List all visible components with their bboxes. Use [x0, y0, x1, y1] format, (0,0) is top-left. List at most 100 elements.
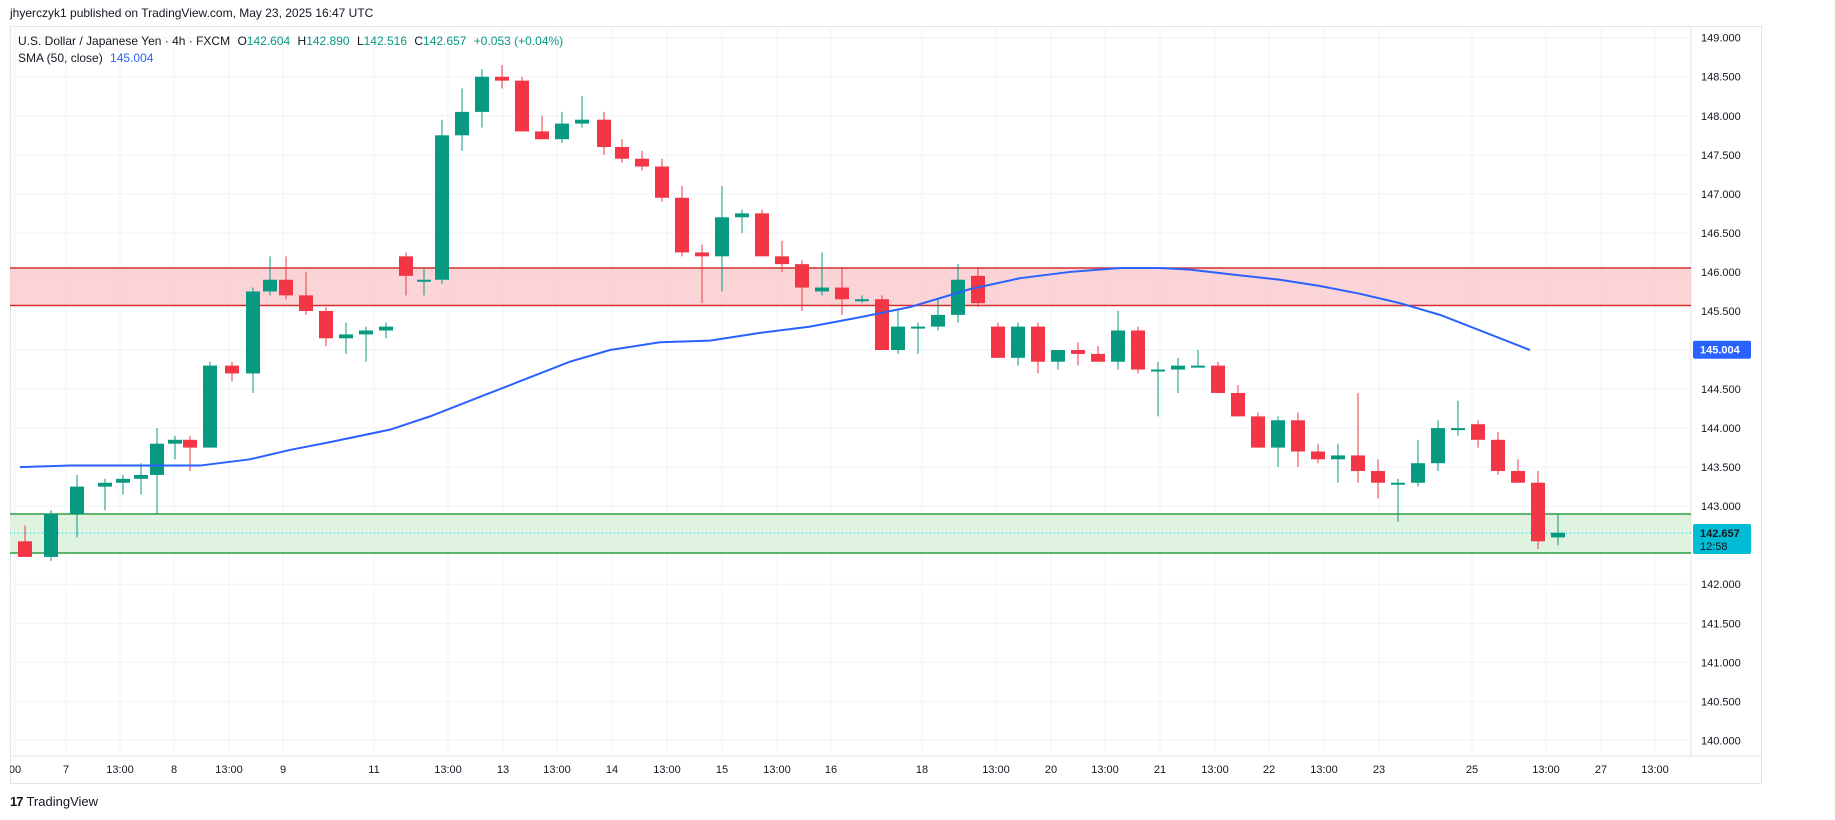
candle-body[interactable] — [246, 291, 260, 374]
candle-body[interactable] — [44, 513, 58, 557]
candle-body[interactable] — [150, 443, 164, 475]
candle-body[interactable] — [379, 326, 393, 331]
candle-body[interactable] — [815, 287, 829, 292]
y-tick-label: 146.500 — [1701, 228, 1741, 240]
candle-body[interactable] — [1131, 330, 1145, 370]
candle-body[interactable] — [475, 76, 489, 112]
candle-body[interactable] — [1471, 424, 1485, 440]
candle-body[interactable] — [417, 279, 431, 282]
candle-body[interactable] — [911, 326, 925, 329]
chart-area[interactable]: 149.000 148.500 148.000 147.500 147.000 146.5… — [9, 26, 1762, 784]
candle-body[interactable] — [98, 482, 112, 487]
candle-body[interactable] — [971, 275, 985, 304]
candle-body[interactable] — [695, 252, 709, 257]
candle-body[interactable] — [279, 279, 293, 296]
candle-body[interactable] — [1051, 350, 1065, 362]
candle-body[interactable] — [675, 197, 689, 253]
candle-body[interactable] — [875, 299, 889, 351]
candle-body[interactable] — [575, 119, 589, 124]
candle-body[interactable] — [891, 326, 905, 351]
candle-body[interactable] — [1371, 471, 1385, 483]
candle-body[interactable] — [435, 135, 449, 280]
candle-body[interactable] — [755, 213, 769, 257]
candle-body[interactable] — [1271, 420, 1285, 448]
candle-body[interactable] — [1511, 471, 1525, 483]
candle-body[interactable] — [1171, 365, 1185, 370]
candle-body[interactable] — [795, 264, 809, 288]
x-tick-label: 11 — [368, 764, 379, 776]
candle-body[interactable] — [1351, 455, 1365, 472]
x-tick-label: 13:00 — [1310, 764, 1338, 776]
candle-body[interactable] — [455, 111, 469, 136]
x-tick-label: 18 — [916, 764, 928, 776]
candle-body[interactable] — [1391, 482, 1405, 485]
candle-body[interactable] — [1411, 463, 1425, 483]
candle-body[interactable] — [263, 279, 277, 292]
candle-body[interactable] — [635, 158, 649, 167]
sma-legend: SMA (50, close) 145.004 — [18, 51, 153, 65]
tradingview-brand[interactable]: 17 TradingView — [10, 794, 98, 809]
candle-body[interactable] — [70, 486, 84, 514]
candle-body[interactable] — [715, 217, 729, 257]
candle-body[interactable] — [855, 299, 869, 302]
candle-body[interactable] — [1231, 392, 1245, 417]
candle-body[interactable] — [1491, 439, 1505, 472]
x-tick-label: 13:00 — [763, 764, 791, 776]
candle-body[interactable] — [655, 166, 669, 198]
chart-svg[interactable]: 149.000 148.500 148.000 147.500 147.000 146.5… — [9, 26, 1762, 784]
tradingview-logo-icon: 17 — [10, 794, 24, 809]
candle-body[interactable] — [359, 330, 373, 335]
candle-body[interactable] — [203, 365, 217, 448]
candle-body[interactable] — [615, 147, 629, 159]
x-tick-label: 16 — [825, 764, 837, 776]
candle-body[interactable] — [515, 80, 529, 132]
candle-body[interactable] — [1291, 420, 1305, 452]
sma-label: SMA (50, close) — [18, 51, 103, 65]
y-tick-label: 143.500 — [1701, 462, 1741, 474]
candle-body[interactable] — [1551, 532, 1565, 538]
candle-body[interactable] — [1111, 330, 1125, 362]
candle-body[interactable] — [168, 439, 182, 444]
candle-body[interactable] — [134, 474, 148, 479]
x-tick-label: 13:00 — [1641, 764, 1669, 776]
candle-body[interactable] — [399, 256, 413, 276]
candle-body[interactable] — [991, 326, 1005, 358]
candle-body[interactable] — [597, 119, 611, 148]
x-tick-label: 21 — [1154, 764, 1166, 776]
candle-body[interactable] — [735, 213, 749, 218]
candle-body[interactable] — [1151, 369, 1165, 372]
candle-body[interactable] — [1191, 365, 1205, 368]
candle-body[interactable] — [1431, 428, 1445, 464]
y-tick-label: 144.500 — [1701, 384, 1741, 396]
chart-border — [10, 26, 1762, 784]
candle-body[interactable] — [835, 287, 849, 300]
candle-body[interactable] — [1251, 416, 1265, 448]
x-tick-label: 13:00 — [434, 764, 462, 776]
candle-body[interactable] — [1211, 365, 1225, 393]
candle-body[interactable] — [555, 123, 569, 140]
candle-body[interactable] — [495, 76, 509, 81]
candle-body[interactable] — [951, 279, 965, 315]
candle-body[interactable] — [319, 310, 333, 339]
candle-body[interactable] — [1311, 451, 1325, 460]
candle-body[interactable] — [1031, 326, 1045, 362]
symbol-legend: U.S. Dollar / Japanese Yen · 4h · FXCM O… — [18, 34, 563, 48]
candle-body[interactable] — [116, 478, 130, 483]
candle-body[interactable] — [1071, 350, 1085, 354]
candle-body[interactable] — [1331, 455, 1345, 460]
candle-body[interactable] — [1531, 482, 1545, 542]
candle-body[interactable] — [931, 314, 945, 327]
candle-body[interactable] — [225, 365, 239, 374]
candle-body[interactable] — [18, 541, 32, 557]
x-tick-label: 13:00 — [106, 764, 134, 776]
candle-body[interactable] — [339, 334, 353, 339]
candle-body[interactable] — [1091, 353, 1105, 362]
candle-body[interactable] — [535, 131, 549, 140]
candle-body[interactable] — [1451, 428, 1465, 431]
y-tick-label: 146.000 — [1701, 267, 1741, 279]
candle-body[interactable] — [183, 439, 197, 448]
candle-body[interactable] — [775, 256, 789, 265]
candle-body[interactable] — [299, 295, 313, 311]
x-tick-label: 14 — [606, 764, 618, 776]
candle-body[interactable] — [1011, 326, 1025, 358]
